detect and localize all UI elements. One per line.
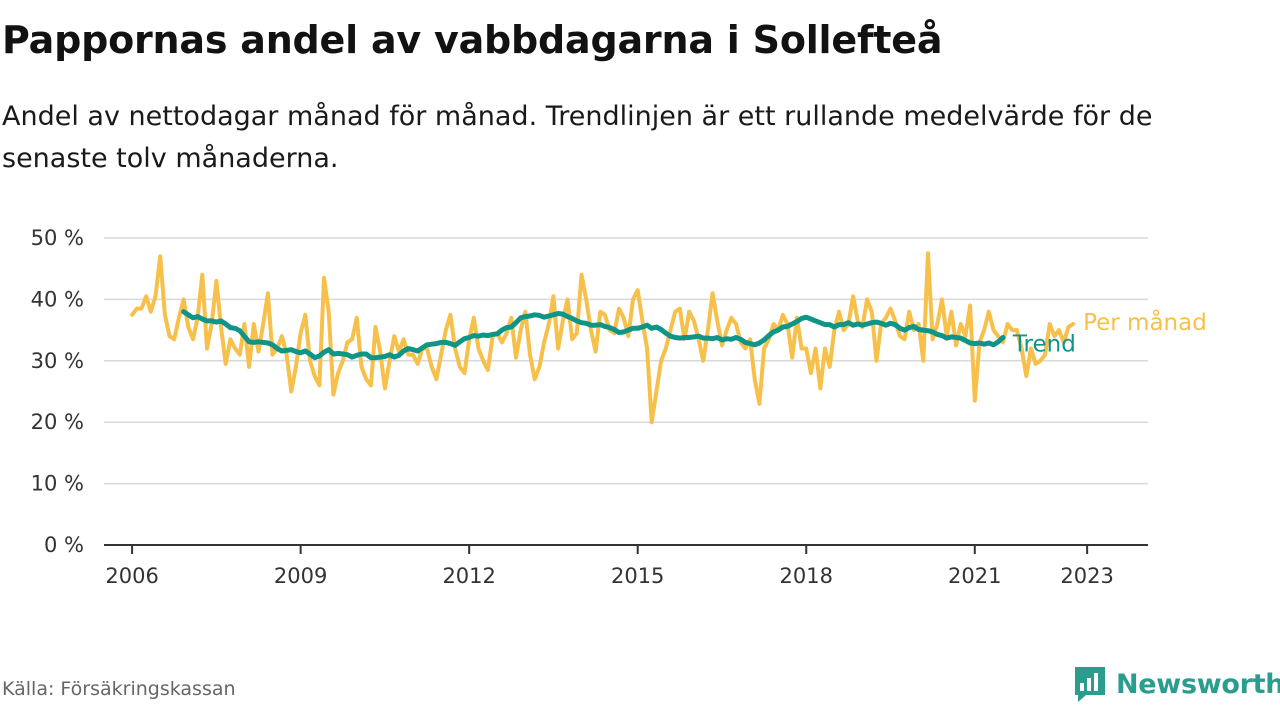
source-note: Källa: Försäkringskassan (2, 678, 236, 700)
y-tick-label: 40 % (31, 287, 84, 311)
x-axis: 2006 2009 2012 2015 2018 2021 2023 (104, 544, 1148, 588)
series-labels: Trend Per månad (1012, 308, 1207, 358)
series-line-trend (181, 309, 1006, 361)
series-label-trend: Trend (1012, 331, 1076, 357)
chart-subtitle: Andel av nettodagar månad för månad. Tre… (2, 101, 1153, 174)
y-axis-tick-labels: 0 % 10 % 20 % 30 % 40 % 50 % (31, 226, 84, 557)
gridlines (104, 237, 1148, 485)
line-chart: 0 % 10 % 20 % 30 % 40 % 50 % 2006 2009 2012 2015… (31, 226, 1207, 588)
x-tick-label: 2018 (780, 564, 833, 588)
x-tick-label: 2006 (105, 564, 158, 588)
y-tick-label: 30 % (31, 349, 84, 373)
chart-title: Pappornas andel av vabbdagarna i Solleft… (2, 18, 943, 62)
brand-logo: Newsworthy (1072, 664, 1280, 704)
x-tick-label: 2012 (442, 564, 495, 588)
y-tick-label: 50 % (31, 226, 84, 250)
brand-name: Newsworthy (1116, 668, 1280, 700)
y-tick-label: 10 % (31, 472, 84, 496)
series-lines (130, 251, 1076, 425)
x-tick-label: 2021 (948, 564, 1001, 588)
series-line-per-manad (130, 251, 1076, 425)
y-tick-label: 20 % (31, 410, 84, 434)
y-tick-label: 0 % (44, 533, 84, 557)
bar-chart-speech-icon (1075, 667, 1105, 702)
x-tick-label: 2023 (1060, 564, 1113, 588)
series-label-per-manad: Per månad (1083, 308, 1207, 336)
x-tick-label: 2015 (611, 564, 664, 588)
x-tick-label: 2009 (274, 564, 327, 588)
